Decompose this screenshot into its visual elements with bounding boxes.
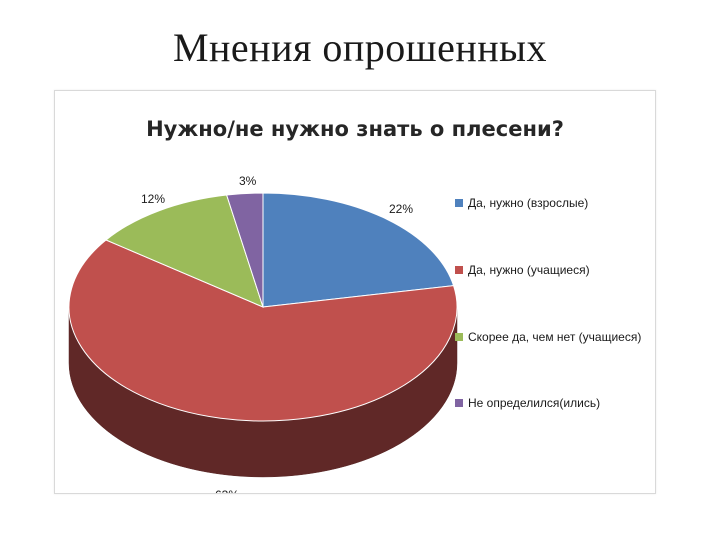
legend-swatch-1 xyxy=(455,265,463,274)
pie-slice-0 xyxy=(262,192,455,308)
pie-chart: 22% 63% 12% 3% xyxy=(68,174,458,493)
legend-item-2: Скорее да, чем нет (учащиеся) xyxy=(455,329,641,344)
pie-label-0: 22% xyxy=(389,202,413,216)
slide-title: Мнения опрошенных xyxy=(172,25,548,70)
pie-slice-3 xyxy=(225,192,264,308)
legend-item-0: Да, нужно (взрослые) xyxy=(455,195,588,210)
legend-item-1: Да, нужно (учащиеся) xyxy=(455,262,590,277)
legend-swatch-3 xyxy=(455,398,463,407)
chart-frame: Нужно/не нужно знать о плесени? 22% 63% 12… xyxy=(54,90,656,494)
legend-label-2: Скорее да, чем нет (учащиеся) xyxy=(468,329,642,344)
legend-label-0: Да, нужно (взрослые) xyxy=(468,195,589,210)
pie-slice-1 xyxy=(68,239,458,422)
pie-label-3: 3% xyxy=(239,174,257,188)
legend-swatch-2 xyxy=(455,332,463,341)
legend-label-1: Да, нужно (учащиеся) xyxy=(468,262,590,277)
pie-label-2: 12% xyxy=(141,192,165,206)
chart-title: Нужно/не нужно знать о плесени? xyxy=(146,117,564,141)
legend-label-3: Не определился(ились) xyxy=(468,395,601,410)
pie-label-1: 63% xyxy=(215,488,239,493)
legend-item-3: Не определился(ились) xyxy=(455,395,600,410)
pie-slice-2 xyxy=(105,194,264,308)
legend-swatch-0 xyxy=(455,198,463,207)
